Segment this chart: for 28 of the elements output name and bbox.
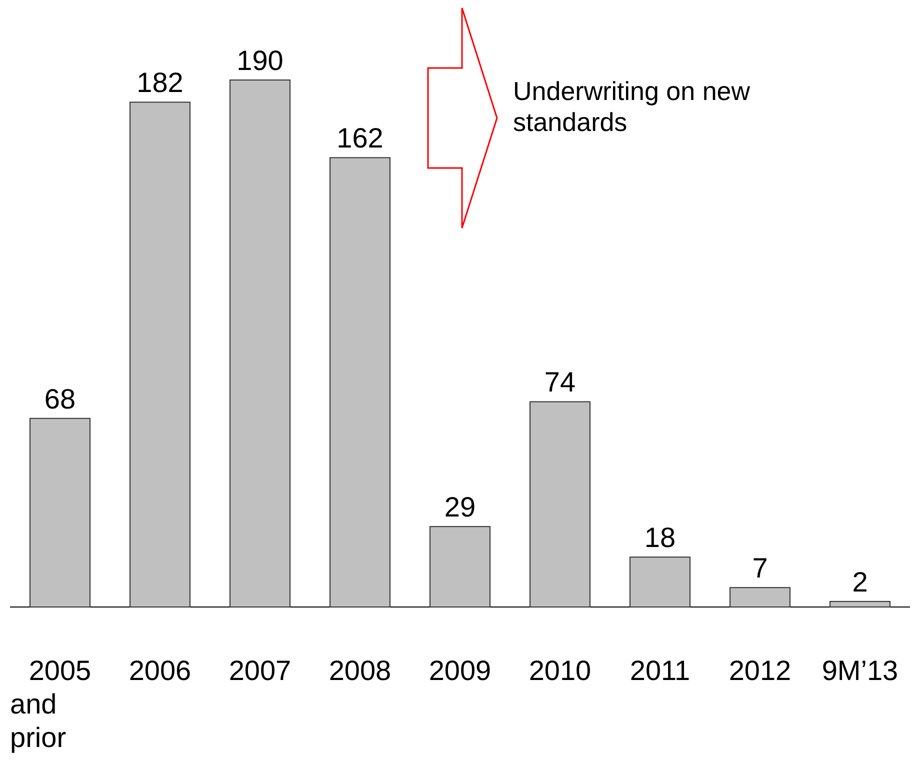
data-label: 18 bbox=[644, 522, 676, 554]
data-label: 182 bbox=[136, 67, 184, 98]
x-tick-label: 9M’13 bbox=[822, 655, 898, 686]
x-tick-label: 2007 bbox=[228, 655, 292, 686]
bar bbox=[130, 102, 190, 608]
x-tick-label: 2005 and prior bbox=[10, 655, 92, 754]
data-label: 29 bbox=[444, 492, 476, 523]
x-tick-label: 2009 bbox=[428, 655, 492, 686]
x-tick-label: 2011 bbox=[630, 655, 690, 686]
bar bbox=[30, 418, 90, 608]
x-tick-label: 2008 bbox=[328, 655, 392, 686]
data-label: 74 bbox=[544, 366, 576, 398]
data-label: 190 bbox=[236, 45, 284, 76]
x-tick-label: 2012 bbox=[728, 655, 792, 686]
bar bbox=[730, 587, 790, 608]
bar bbox=[330, 157, 390, 608]
data-label: 68 bbox=[44, 383, 76, 414]
x-tick-label: 2006 bbox=[128, 655, 192, 686]
data-label: 7 bbox=[752, 552, 768, 584]
data-label: 162 bbox=[336, 122, 384, 154]
bar bbox=[230, 80, 290, 608]
bar bbox=[830, 600, 890, 608]
x-tick-label: 2010 bbox=[528, 655, 592, 686]
annotation: Underwriting on new standards bbox=[513, 76, 750, 137]
bar bbox=[430, 526, 490, 608]
bar bbox=[530, 401, 590, 608]
bar bbox=[630, 556, 690, 608]
data-label: 2 bbox=[852, 566, 868, 598]
